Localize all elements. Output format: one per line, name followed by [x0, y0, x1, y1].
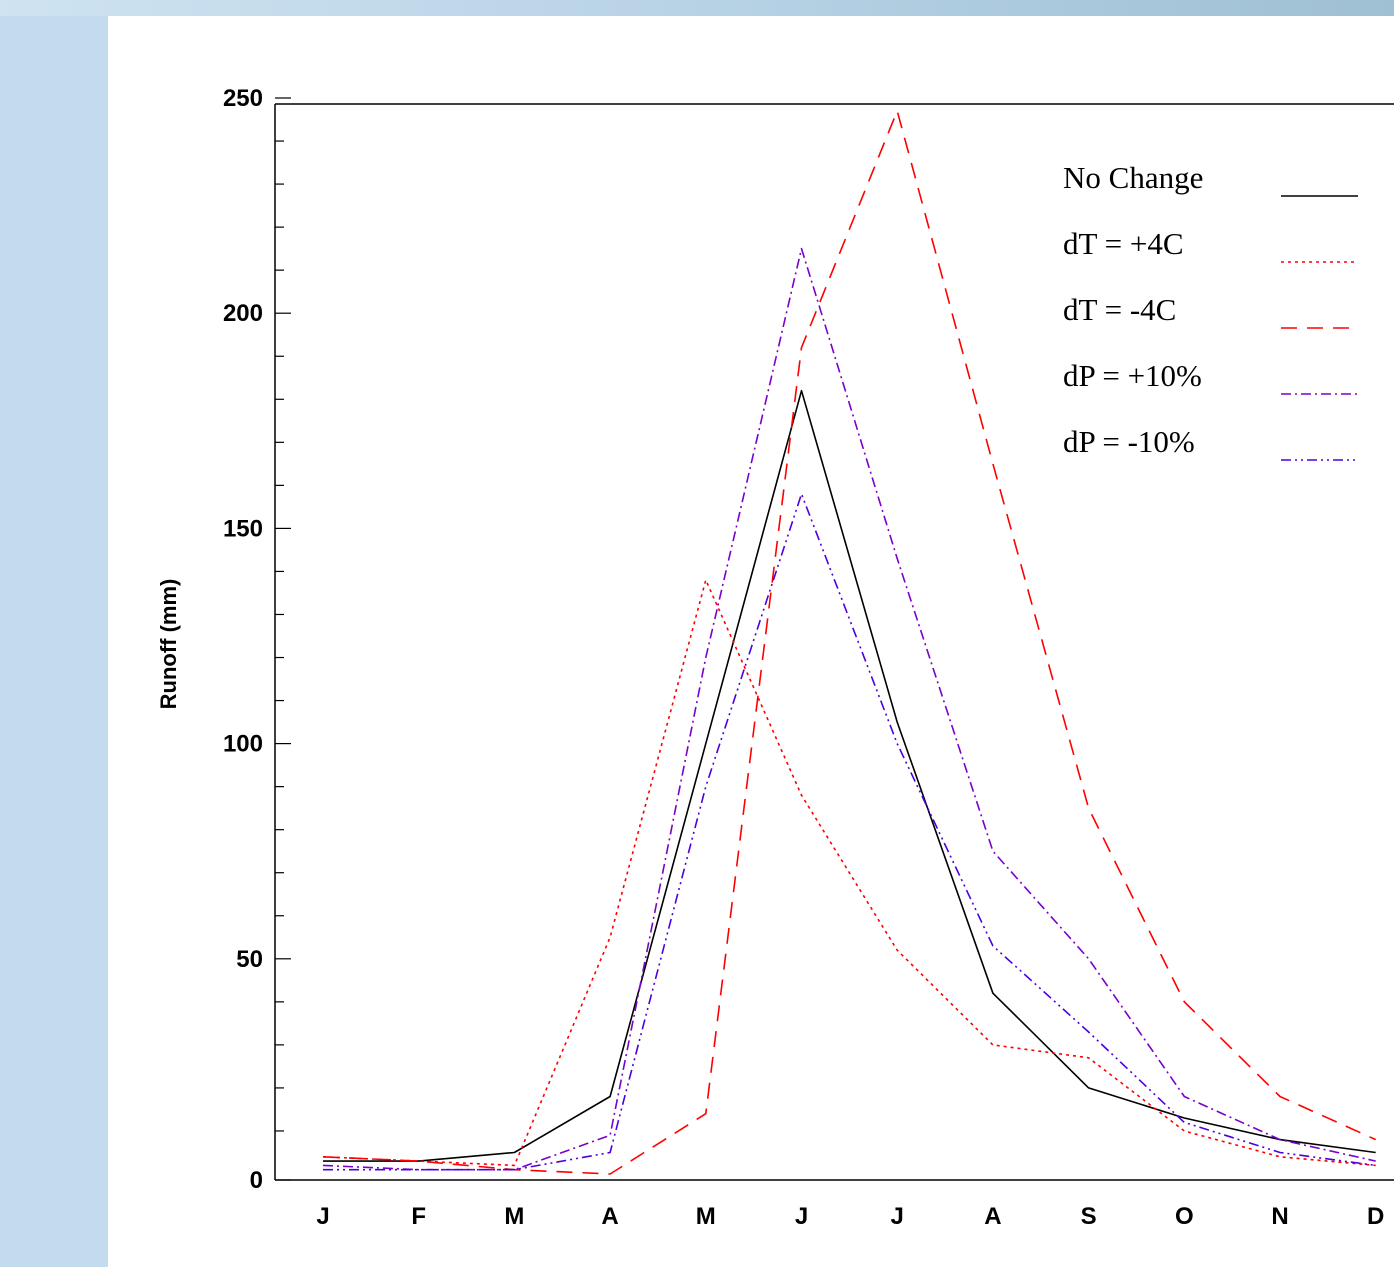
legend-label-1: dT = +4C [1063, 226, 1184, 261]
runoff-line-chart: 0 50 100 150 200 250 J F M A M J J A S O N D No Change dT … [156, 85, 1394, 1230]
series-line-1 [322, 579, 1376, 1167]
series-line-0 [323, 389, 1376, 1162]
x-tick-label: D [1367, 1203, 1384, 1230]
series-line-4 [323, 493, 1376, 1171]
y-tick-label: 150 [223, 515, 263, 542]
x-tick-label: F [411, 1203, 426, 1230]
y-axis-title: Runoff (mm) [156, 579, 181, 710]
top-band [0, 0, 1394, 16]
chart-panel: 0 50 100 150 200 250 J F M A M J J A S O N D No Change dT … [108, 16, 1394, 1267]
x-tick-label: N [1271, 1203, 1288, 1230]
chart-axes: 0 50 100 150 200 250 J F M A M J J A S O N D [223, 85, 1394, 1230]
y-tick-label: 200 [223, 300, 263, 327]
x-tick-label: M [696, 1203, 716, 1230]
series-layer [322, 110, 1377, 1175]
y-tick-label: 0 [250, 1167, 263, 1194]
legend-label-2: dT = -4C [1063, 292, 1176, 327]
x-tick-label: O [1175, 1203, 1194, 1230]
x-tick-label: A [984, 1203, 1001, 1230]
legend-label-3: dP = +10% [1063, 358, 1202, 393]
legend-label-4: dP = -10% [1063, 424, 1195, 459]
x-tick-label: M [504, 1203, 524, 1230]
series-line-3 [322, 247, 1376, 1171]
series-line-2 [322, 110, 1377, 1175]
left-band [0, 16, 108, 1267]
x-tick-label: A [601, 1203, 618, 1230]
y-tick-label: 250 [223, 85, 263, 112]
y-tick-label: 50 [236, 946, 263, 973]
x-tick-label: S [1081, 1203, 1097, 1230]
x-tick-label: J [891, 1203, 904, 1230]
y-tick-label: 100 [223, 731, 263, 758]
x-tick-label: J [316, 1203, 329, 1230]
legend-label-0: No Change [1063, 160, 1203, 195]
x-tick-label: J [795, 1203, 808, 1230]
chart-legend: No Change dT = +4C dT = -4C dP = +10% dP = -… [1063, 160, 1358, 461]
